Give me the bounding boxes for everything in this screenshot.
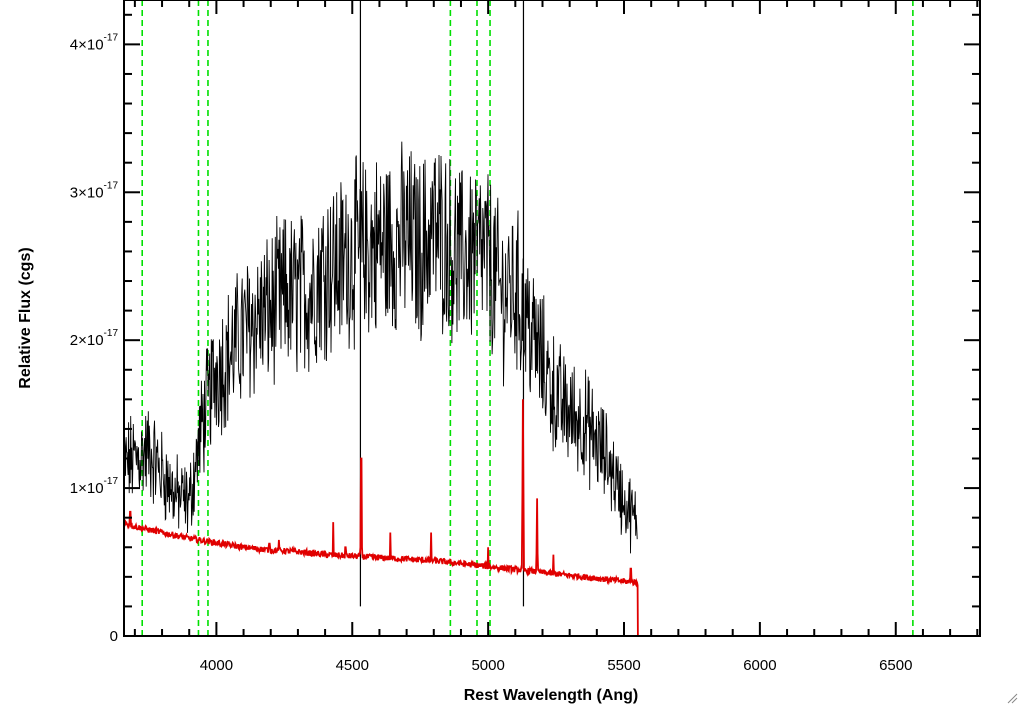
spectrum-series [124,0,980,636]
x-tick-label: 4000 [200,657,233,674]
x-tick-label: 4500 [336,657,369,674]
x-tick-labels: 4000 4500 5000 5500 6000 6500 [200,657,913,674]
model-spectrum-line [124,399,980,636]
y-tick-label: 4×10-17 [70,32,119,53]
x-tick-label: 6000 [743,657,776,674]
y-tick-label: 0 [110,628,118,645]
plot-frame [123,0,981,637]
y-axis-title: Relative Flux (cgs) [17,247,34,388]
axis-ticks [124,0,980,637]
y-tick-labels: 0 1×10-17 2×10-17 3×10-17 4×10-17 [70,32,119,645]
x-tick-label: 6500 [879,657,912,674]
y-tick-label: 3×10-17 [70,180,119,201]
resize-grip-icon[interactable] [1006,692,1018,704]
x-tick-label: 5000 [471,657,504,674]
y-tick-label: 1×10-17 [70,476,119,497]
y-tick-label: 2×10-17 [70,328,119,349]
observed-spectrum-line [124,141,638,554]
x-tick-label: 5500 [607,657,640,674]
x-axis-title: Rest Wavelength (Ang) [464,687,639,704]
